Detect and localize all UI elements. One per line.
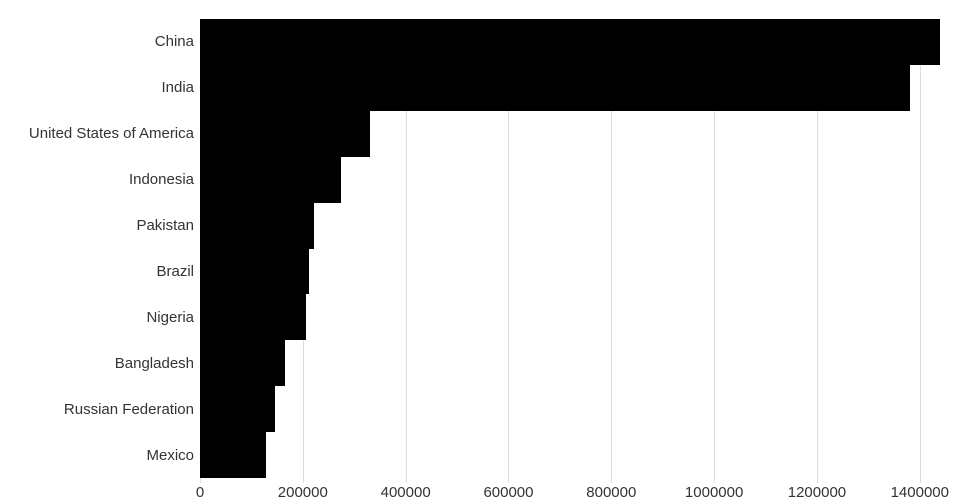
bar-row: Nigeria bbox=[0, 294, 940, 341]
bar-row: Russian Federation bbox=[0, 386, 940, 433]
bar-track bbox=[200, 248, 940, 295]
x-tick-mark bbox=[919, 478, 921, 483]
gridline bbox=[919, 19, 921, 478]
bar-track bbox=[200, 64, 940, 111]
category-label: Mexico bbox=[146, 446, 194, 464]
x-tick-label: 1400000 bbox=[890, 484, 949, 500]
bar bbox=[200, 156, 341, 203]
gridline bbox=[816, 19, 818, 478]
x-tick-label: 600000 bbox=[483, 484, 534, 500]
bar bbox=[200, 64, 910, 111]
category-label: Indonesia bbox=[128, 171, 194, 189]
bar bbox=[200, 294, 306, 341]
x-tick-mark bbox=[714, 478, 716, 483]
x-tick-label: 200000 bbox=[277, 484, 328, 500]
gridline bbox=[611, 19, 613, 478]
bar bbox=[200, 110, 371, 157]
bar-track bbox=[200, 156, 940, 203]
bar-row: China bbox=[0, 19, 940, 65]
bar-row: Indonesia bbox=[0, 156, 940, 203]
bar-track bbox=[200, 294, 940, 341]
x-tick-label: 800000 bbox=[586, 484, 637, 500]
category-label: Bangladesh bbox=[114, 354, 194, 372]
bar-track bbox=[200, 110, 940, 157]
x-tick-label: 400000 bbox=[380, 484, 431, 500]
category-label: Nigeria bbox=[146, 308, 194, 326]
category-label: Russian Federation bbox=[63, 400, 194, 418]
bar-track bbox=[200, 19, 940, 65]
category-label: India bbox=[161, 79, 194, 97]
x-tick-label: 1000000 bbox=[684, 484, 744, 500]
bar bbox=[200, 202, 314, 249]
bar-track bbox=[200, 432, 940, 479]
gridline bbox=[405, 19, 407, 478]
x-tick-label: 0 bbox=[195, 484, 205, 500]
x-tick-mark bbox=[302, 478, 304, 483]
x-axis: 0 200000 400000 600000 800000 1000000 1200000 1… bbox=[0, 478, 960, 500]
category-label: Brazil bbox=[156, 262, 194, 280]
gridline bbox=[714, 19, 716, 478]
bar-row: Mexico bbox=[0, 432, 940, 479]
bar bbox=[200, 340, 285, 387]
x-tick-mark bbox=[405, 478, 407, 483]
x-tick-mark bbox=[200, 478, 201, 483]
x-tick-mark bbox=[611, 478, 613, 483]
bar bbox=[200, 386, 276, 433]
bar bbox=[200, 432, 267, 479]
x-tick-label: 1200000 bbox=[787, 484, 847, 500]
bar-row: India bbox=[0, 64, 940, 111]
bar bbox=[200, 19, 940, 65]
bar-row: Pakistan bbox=[0, 202, 940, 249]
bars-container: China India United States of America Indone… bbox=[0, 19, 940, 479]
bar-row: Bangladesh bbox=[0, 340, 940, 387]
x-tick-mark bbox=[508, 478, 510, 483]
bar bbox=[200, 248, 310, 295]
bar-track bbox=[200, 340, 940, 387]
gridline bbox=[508, 19, 510, 478]
x-tick-mark bbox=[816, 478, 818, 483]
bar-row: United States of America bbox=[0, 110, 940, 157]
category-label: Pakistan bbox=[136, 217, 194, 235]
bar-row: Brazil bbox=[0, 248, 940, 295]
category-label: China bbox=[154, 33, 194, 51]
bar-track bbox=[200, 202, 940, 249]
bar-track bbox=[200, 386, 940, 433]
category-label: United States of America bbox=[28, 125, 194, 143]
